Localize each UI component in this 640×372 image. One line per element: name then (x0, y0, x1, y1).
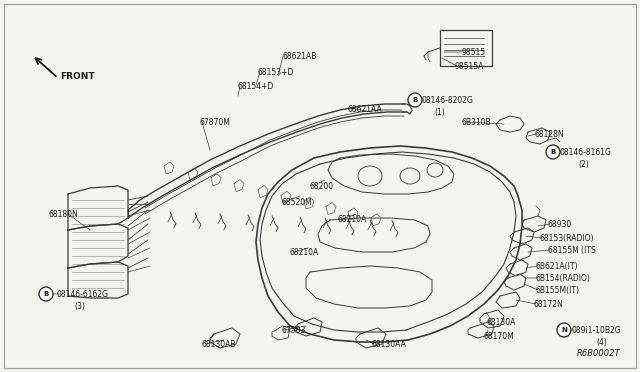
Text: 98515A: 98515A (455, 62, 484, 71)
Text: 6B155M(IT): 6B155M(IT) (536, 286, 580, 295)
Text: 68172N: 68172N (534, 300, 564, 309)
Text: 98515: 98515 (462, 48, 486, 57)
Text: 68621AB: 68621AB (283, 52, 317, 61)
Text: (4): (4) (596, 338, 607, 347)
Text: 68210A: 68210A (290, 248, 319, 257)
Text: 68128N: 68128N (535, 130, 564, 139)
Text: 68154+D: 68154+D (238, 82, 275, 91)
Text: (3): (3) (74, 302, 85, 311)
Text: 68170M: 68170M (484, 332, 515, 341)
Text: 6B154(RADIO): 6B154(RADIO) (536, 274, 591, 283)
Text: 67870M: 67870M (200, 118, 231, 127)
Text: B: B (412, 97, 418, 103)
Text: 08146-8161G: 08146-8161G (560, 148, 612, 157)
Text: 68621AA: 68621AA (348, 105, 383, 114)
Text: 68153+D: 68153+D (258, 68, 294, 77)
Bar (440, 30, 492, 66)
Circle shape (557, 323, 571, 337)
Text: 68153(RADIO): 68153(RADIO) (540, 234, 595, 243)
Text: 68130AA: 68130AA (372, 340, 407, 349)
Text: 68130A: 68130A (487, 318, 516, 327)
Text: 68155M (ITS: 68155M (ITS (548, 246, 596, 255)
Text: 68520M: 68520M (282, 198, 313, 207)
Text: 6B621A(IT): 6B621A(IT) (536, 262, 579, 271)
Text: 68200: 68200 (310, 182, 334, 191)
Text: 68130AB: 68130AB (202, 340, 237, 349)
Text: 089i1-10B2G: 089i1-10B2G (572, 326, 621, 335)
Circle shape (408, 93, 422, 107)
Text: 08146-6162G: 08146-6162G (56, 290, 108, 299)
Text: 68930: 68930 (548, 220, 572, 229)
Text: 67503: 67503 (282, 326, 307, 335)
Text: 08146-8202G: 08146-8202G (422, 96, 474, 105)
Circle shape (39, 287, 53, 301)
Text: 68180N: 68180N (48, 210, 77, 219)
Text: (1): (1) (434, 108, 445, 117)
Text: R6B0002T: R6B0002T (577, 349, 620, 358)
Text: B: B (44, 291, 49, 297)
Text: (2): (2) (578, 160, 589, 169)
Text: 68210A: 68210A (338, 215, 367, 224)
Text: FRONT: FRONT (60, 72, 95, 81)
Circle shape (546, 145, 560, 159)
Text: N: N (561, 327, 567, 333)
Text: B: B (550, 149, 556, 155)
Text: 6B310B: 6B310B (462, 118, 492, 127)
